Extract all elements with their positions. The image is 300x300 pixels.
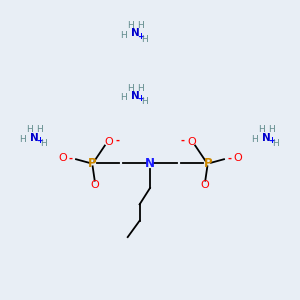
Text: +: +: [138, 94, 145, 103]
Text: H: H: [251, 135, 258, 144]
Text: N: N: [131, 28, 140, 38]
Text: H: H: [272, 139, 279, 148]
Text: N: N: [30, 133, 39, 142]
Text: N: N: [262, 133, 271, 142]
Text: N: N: [145, 157, 155, 170]
Text: H: H: [258, 125, 265, 134]
Text: H: H: [121, 94, 127, 103]
Text: N: N: [131, 91, 140, 101]
Text: H: H: [268, 125, 274, 134]
Text: H: H: [40, 139, 47, 148]
Text: O: O: [91, 180, 99, 190]
Text: O: O: [104, 137, 113, 147]
Text: -: -: [181, 136, 185, 146]
Text: H: H: [127, 84, 134, 93]
Text: H: H: [137, 21, 144, 30]
Text: +: +: [37, 136, 44, 145]
Text: +: +: [138, 32, 145, 41]
Text: H: H: [121, 31, 127, 40]
Text: H: H: [127, 21, 134, 30]
Text: O: O: [201, 180, 209, 190]
Text: H: H: [20, 135, 26, 144]
Text: H: H: [36, 125, 43, 134]
Text: O: O: [233, 153, 242, 163]
Text: H: H: [137, 84, 144, 93]
Text: O: O: [187, 137, 196, 147]
Text: -: -: [227, 154, 231, 164]
Text: H: H: [26, 125, 33, 134]
Text: P: P: [204, 157, 212, 170]
Text: +: +: [268, 136, 275, 145]
Text: -: -: [115, 136, 119, 146]
Text: P: P: [88, 157, 96, 170]
Text: H: H: [142, 97, 148, 106]
Text: O: O: [58, 153, 67, 163]
Text: -: -: [69, 154, 73, 164]
Text: H: H: [142, 35, 148, 44]
